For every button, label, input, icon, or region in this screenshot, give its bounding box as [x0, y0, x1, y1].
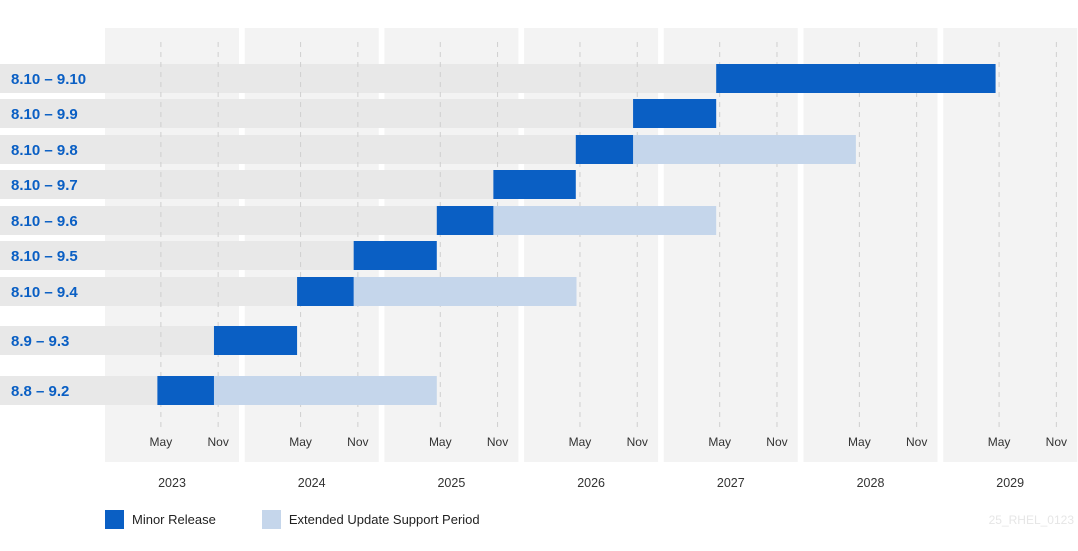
- year-label: 2023: [158, 476, 186, 490]
- year-band-2029: [943, 28, 1078, 462]
- legend: Minor Release Extended Update Support Pe…: [105, 510, 526, 529]
- eus-bar: [353, 277, 577, 306]
- row-track: [0, 99, 634, 128]
- month-tick-label: Nov: [207, 435, 228, 449]
- minor-release-bar: [633, 99, 717, 128]
- axis-ticks: May Nov 2023 May Nov 2024 May Nov 2025 May Nov 2026…: [150, 435, 1067, 490]
- year-band-2028: [803, 28, 938, 462]
- row-track: [0, 206, 437, 235]
- legend-item-eus: Extended Update Support Period: [261, 510, 480, 529]
- eus-bar: [213, 376, 437, 405]
- row-track: [0, 277, 298, 306]
- month-tick-label: Nov: [1046, 435, 1067, 449]
- row-label: 8.10 – 9.5: [11, 248, 78, 265]
- year-label: 2027: [717, 476, 745, 490]
- year-label: 2029: [996, 476, 1024, 490]
- minor-release-bar: [353, 241, 437, 270]
- minor-release-bar: [716, 64, 996, 93]
- row-label: 8.10 – 9.6: [11, 213, 78, 230]
- month-tick-label: Nov: [487, 435, 508, 449]
- month-tick-label: May: [848, 435, 871, 449]
- minor-release-bar: [493, 170, 576, 199]
- row-label: 8.10 – 9.9: [11, 106, 78, 123]
- month-gridlines: [160, 42, 1057, 428]
- release-bars: [157, 64, 996, 405]
- year-band-2027: [663, 28, 798, 462]
- legend-label-eus: Extended Update Support Period: [288, 512, 480, 527]
- row-track: [0, 64, 717, 93]
- month-tick-label: Nov: [766, 435, 787, 449]
- row-track: [0, 135, 576, 164]
- row-labels: 8.10 – 9.10 8.10 – 9.9 8.10 – 9.8 8.10 – 9.…: [11, 71, 86, 400]
- row-track: [0, 326, 214, 355]
- legend-item-minor-release: Minor Release: [105, 510, 216, 529]
- legend-swatch-minor: [105, 510, 124, 529]
- eus-bar: [493, 206, 717, 235]
- month-tick-label: Nov: [627, 435, 648, 449]
- month-tick-label: May: [708, 435, 731, 449]
- month-tick-label: Nov: [906, 435, 927, 449]
- row-label: 8.10 – 9.4: [11, 284, 78, 301]
- month-tick-label: May: [429, 435, 452, 449]
- minor-release-bar: [297, 277, 354, 306]
- row-track: [0, 376, 158, 405]
- row-tracks: [0, 64, 717, 405]
- watermark-text: 25_RHEL_0123: [988, 513, 1074, 527]
- row-label: 8.8 – 9.2: [11, 383, 69, 400]
- month-tick-label: May: [150, 435, 173, 449]
- legend-swatch-eus: [261, 510, 281, 529]
- row-label: 8.10 – 9.8: [11, 142, 78, 159]
- year-label: 2026: [577, 476, 605, 490]
- eus-bar: [633, 135, 856, 164]
- minor-release-bar: [436, 206, 494, 235]
- release-timeline-chart: 8.10 – 9.10 8.10 – 9.9 8.10 – 9.8 8.10 – 9.…: [0, 28, 1078, 490]
- month-tick-label: May: [569, 435, 592, 449]
- legend-label-minor: Minor Release: [132, 512, 216, 527]
- month-tick-label: Nov: [347, 435, 368, 449]
- month-tick-label: May: [988, 435, 1011, 449]
- month-tick-label: May: [289, 435, 312, 449]
- year-band-2026: [524, 28, 659, 462]
- year-label: 2028: [857, 476, 885, 490]
- row-track: [0, 241, 354, 270]
- minor-release-bar: [157, 376, 214, 405]
- row-track: [0, 170, 494, 199]
- row-label: 8.9 – 9.3: [11, 333, 69, 350]
- minor-release-bar: [575, 135, 634, 164]
- year-label: 2024: [298, 476, 326, 490]
- year-label: 2025: [437, 476, 465, 490]
- row-label: 8.10 – 9.10: [11, 71, 86, 88]
- minor-release-bar: [213, 326, 298, 355]
- row-label: 8.10 – 9.7: [11, 177, 78, 194]
